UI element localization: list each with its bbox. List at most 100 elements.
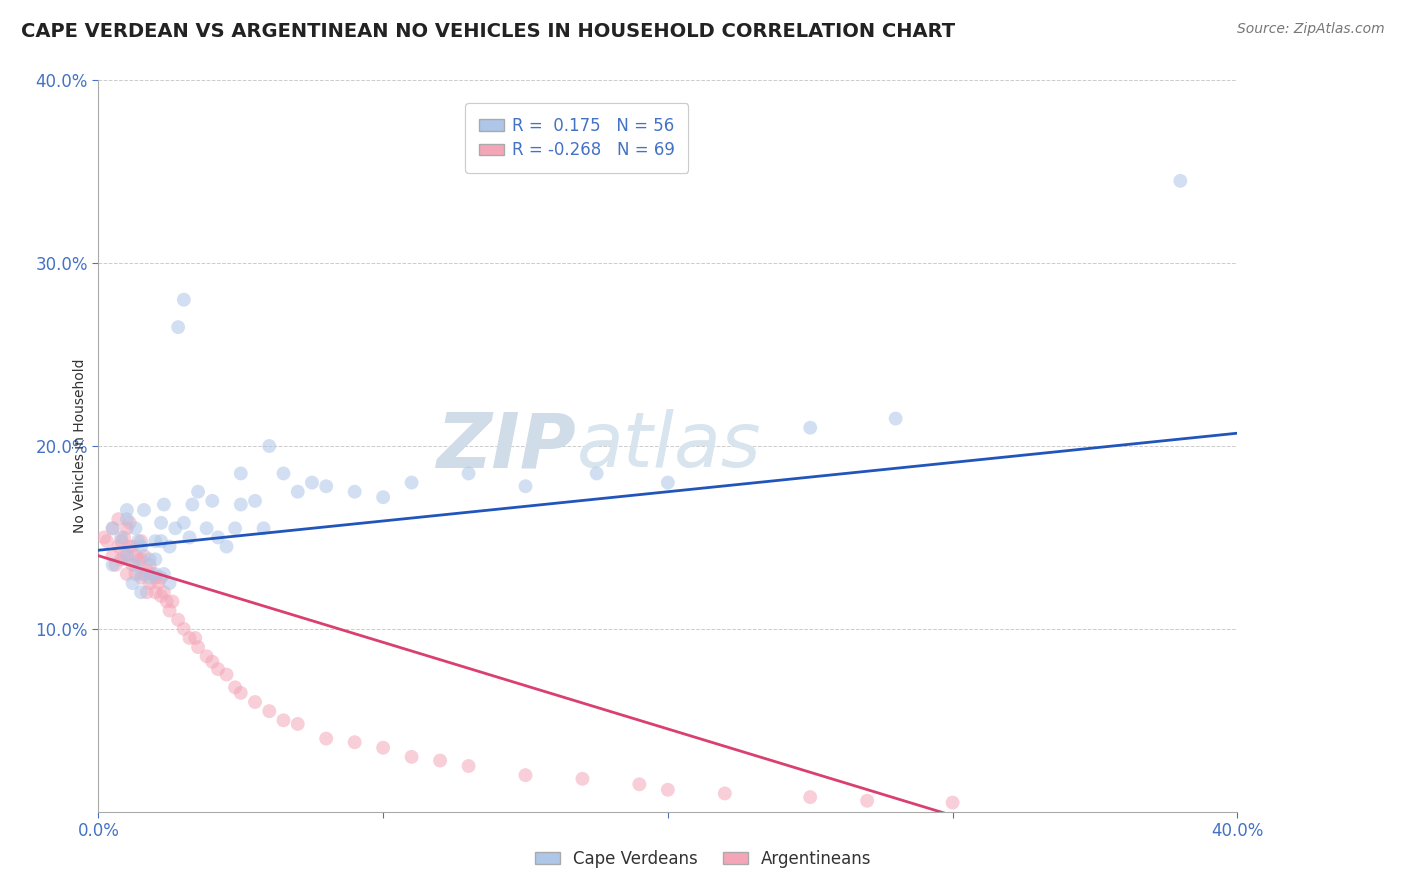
- Point: [124, 521, 146, 535]
- Point: [315, 479, 337, 493]
- Point: [207, 662, 229, 676]
- Point: [129, 534, 152, 549]
- Point: [515, 768, 537, 782]
- Point: [107, 512, 129, 526]
- Point: [187, 640, 209, 655]
- Point: [179, 631, 201, 645]
- Point: [457, 759, 479, 773]
- Point: [150, 534, 173, 549]
- Point: [115, 521, 138, 535]
- Text: CAPE VERDEAN VS ARGENTINEAN NO VEHICLES IN HOUSEHOLD CORRELATION CHART: CAPE VERDEAN VS ARGENTINEAN NO VEHICLES …: [21, 22, 955, 41]
- Point: [148, 576, 170, 591]
- Point: [135, 585, 157, 599]
- Point: [173, 516, 195, 530]
- Point: [145, 552, 167, 566]
- Point: [107, 540, 129, 554]
- Point: [101, 521, 124, 535]
- Point: [942, 796, 965, 810]
- Point: [124, 558, 146, 572]
- Point: [173, 622, 195, 636]
- Point: [273, 467, 295, 481]
- Point: [121, 576, 143, 591]
- Point: [585, 467, 607, 481]
- Point: [150, 571, 173, 585]
- Point: [129, 540, 152, 554]
- Point: [124, 549, 146, 563]
- Point: [129, 585, 152, 599]
- Point: [115, 549, 138, 563]
- Point: [287, 484, 309, 499]
- Legend: R =  0.175   N = 56, R = -0.268   N = 69: R = 0.175 N = 56, R = -0.268 N = 69: [465, 103, 688, 172]
- Point: [153, 498, 176, 512]
- Point: [184, 631, 207, 645]
- Point: [259, 439, 281, 453]
- Point: [93, 530, 115, 544]
- Point: [224, 521, 246, 535]
- Point: [401, 749, 423, 764]
- Point: [150, 516, 173, 530]
- Point: [129, 567, 152, 582]
- Point: [884, 411, 907, 425]
- Point: [138, 576, 160, 591]
- Point: [129, 552, 152, 566]
- Point: [101, 521, 124, 535]
- Point: [401, 475, 423, 490]
- Legend: Cape Verdeans, Argentineans: Cape Verdeans, Argentineans: [527, 844, 879, 875]
- Point: [799, 421, 821, 435]
- Point: [127, 552, 149, 566]
- Point: [301, 475, 323, 490]
- Point: [132, 503, 155, 517]
- Point: [201, 494, 224, 508]
- Point: [457, 467, 479, 481]
- Point: [145, 585, 167, 599]
- Point: [179, 530, 201, 544]
- Point: [150, 589, 173, 603]
- Point: [224, 681, 246, 695]
- Point: [129, 571, 152, 585]
- Point: [243, 695, 266, 709]
- Point: [207, 530, 229, 544]
- Point: [96, 534, 118, 549]
- Point: [153, 567, 176, 582]
- Point: [162, 594, 184, 608]
- Point: [132, 567, 155, 582]
- Point: [104, 558, 127, 572]
- Point: [112, 530, 135, 544]
- Point: [714, 787, 737, 801]
- Point: [343, 484, 366, 499]
- Point: [315, 731, 337, 746]
- Point: [110, 534, 132, 549]
- Point: [121, 558, 143, 572]
- Point: [115, 503, 138, 517]
- Point: [201, 655, 224, 669]
- Point: [1170, 174, 1192, 188]
- Point: [101, 549, 124, 563]
- Point: [110, 530, 132, 544]
- Text: ZIP: ZIP: [437, 409, 576, 483]
- Point: [167, 613, 190, 627]
- Y-axis label: No Vehicles in Household: No Vehicles in Household: [73, 359, 87, 533]
- Point: [145, 571, 167, 585]
- Point: [229, 467, 252, 481]
- Point: [287, 717, 309, 731]
- Point: [343, 735, 366, 749]
- Point: [112, 549, 135, 563]
- Text: atlas: atlas: [576, 409, 761, 483]
- Point: [132, 549, 155, 563]
- Point: [121, 540, 143, 554]
- Point: [259, 704, 281, 718]
- Point: [127, 534, 149, 549]
- Point: [115, 567, 138, 582]
- Point: [145, 567, 167, 582]
- Point: [145, 534, 167, 549]
- Point: [628, 777, 651, 791]
- Point: [429, 754, 451, 768]
- Point: [657, 782, 679, 797]
- Point: [141, 567, 163, 582]
- Point: [101, 558, 124, 572]
- Point: [515, 479, 537, 493]
- Point: [215, 667, 238, 681]
- Point: [252, 521, 274, 535]
- Point: [156, 594, 179, 608]
- Text: Source: ZipAtlas.com: Source: ZipAtlas.com: [1237, 22, 1385, 37]
